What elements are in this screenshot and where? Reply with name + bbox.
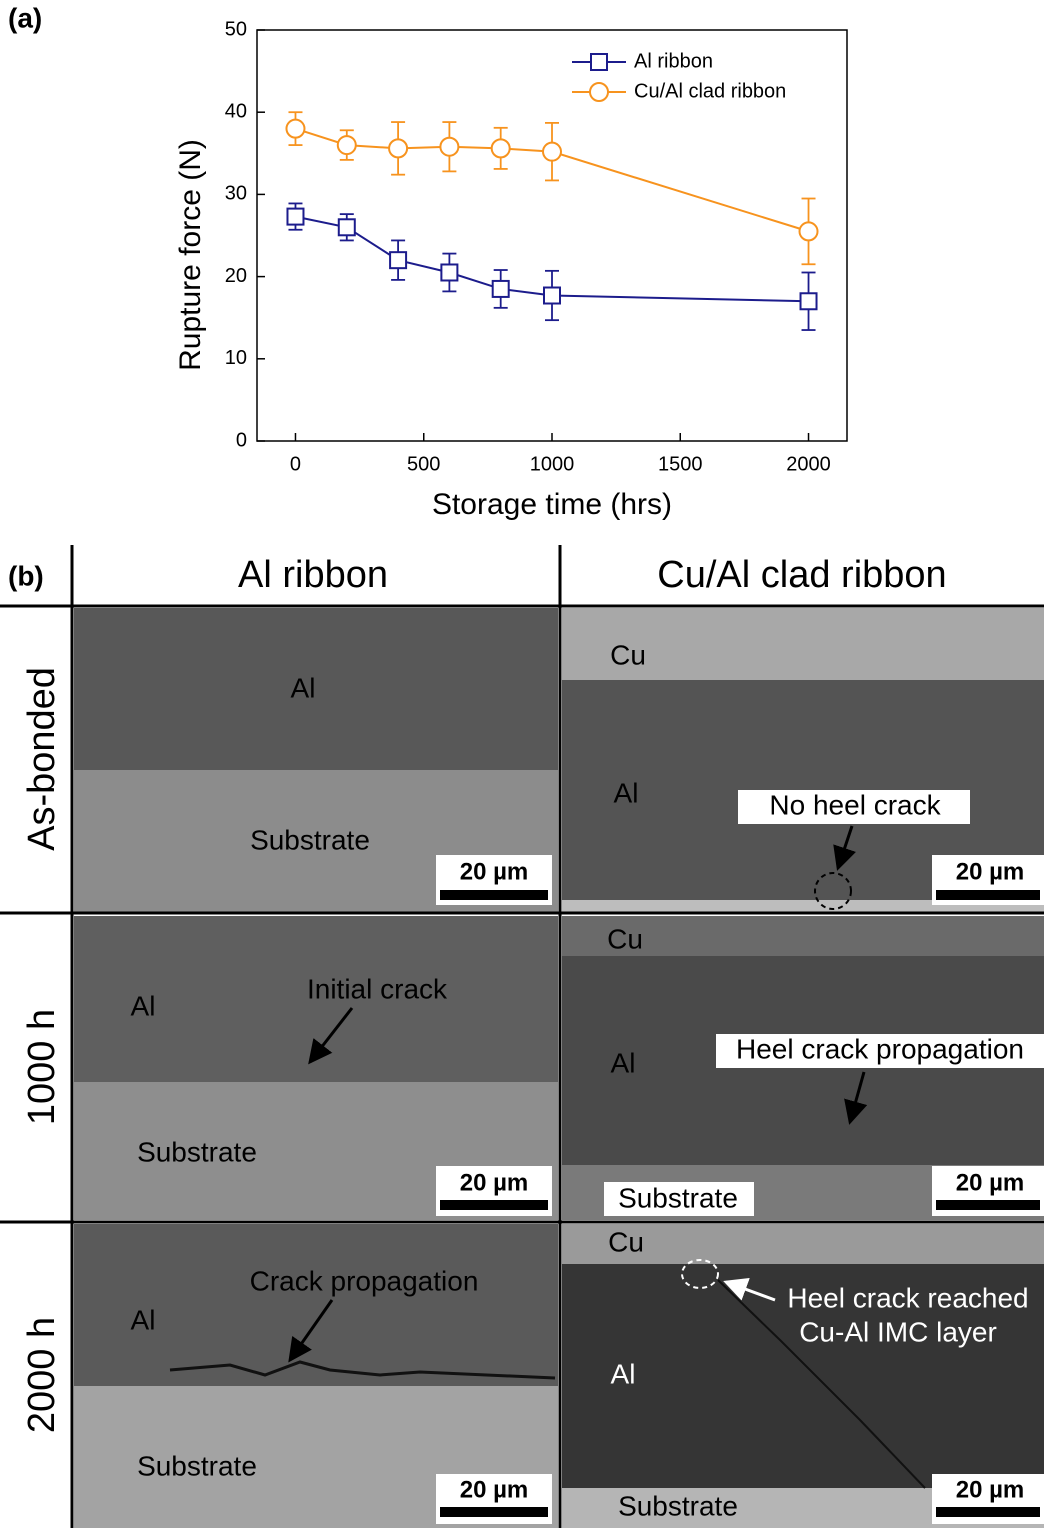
arrow [288,1299,334,1363]
chart-a: (a) Storage time (hrs) Rupture force (N)… [8,2,848,521]
marker [440,263,459,282]
crack [169,1360,556,1380]
panel-b: (b) Al ribbon Cu/Al clad ribbon As-bonde… [0,545,1044,1528]
label: Substrate [137,1136,257,1167]
label: Cu [610,639,646,670]
legend-marker [590,53,608,71]
scale-bar [440,890,548,900]
label: Cu-Al IMC layer [799,1316,997,1347]
highlight [814,872,852,910]
scale-bar [440,1507,548,1517]
micrograph [562,1224,1044,1264]
label: Cu [607,923,643,954]
scale-bar [936,1507,1040,1517]
y-tick-label: 50 [225,18,247,40]
label: Crack propagation [250,1265,479,1296]
scale-bar-label: 20 µm [460,1476,529,1503]
micrograph [74,1224,558,1386]
y-axis-label: Rupture force (N) [174,139,207,371]
label: No heel crack [769,789,941,820]
marker [542,141,562,162]
scale-bar-label: 20 µm [956,1476,1025,1503]
label: Initial crack [307,973,448,1004]
marker [389,251,408,270]
label-box [604,1182,754,1216]
marker [285,118,306,139]
micrograph [74,608,558,770]
marker [336,135,357,156]
legend-label: Cu/Al clad ribbon [634,80,786,102]
column-header: Al ribbon [238,554,388,596]
label: Al [131,990,156,1021]
x-axis-label: Storage time (hrs) [432,488,672,521]
scale-bar-label: 20 µm [460,858,529,885]
x-tick-label: 2000 [786,453,831,475]
label: Heel crack propagation [736,1033,1024,1064]
row-header: 2000 h [21,1317,63,1433]
panel-label: (b) [8,560,44,591]
label: Al [611,1358,636,1389]
scale-bar-label: 20 µm [956,858,1025,885]
arrow [723,1277,776,1302]
scale-bar-label: 20 µm [460,1169,529,1196]
scale-bar-label: 20 µm [956,1169,1025,1196]
x-tick-label: 1500 [658,453,703,475]
label: Al [611,1047,636,1078]
label-box [716,1034,1044,1068]
label: Al [291,672,316,703]
arrow [308,1007,354,1065]
marker [799,292,818,311]
y-tick-label: 30 [225,183,247,205]
micrograph [562,916,1044,956]
label: Cu [608,1226,644,1257]
x-tick-label: 1000 [530,453,575,475]
y-tick-label: 40 [225,100,247,122]
arrow [844,1071,868,1125]
y-tick-label: 20 [225,265,247,287]
label: Substrate [618,1182,738,1213]
marker [286,207,305,226]
panel-label: (a) [8,2,42,33]
arrow [833,825,857,871]
y-tick-label: 10 [225,347,247,369]
micrograph [562,900,1044,912]
label: Substrate [618,1490,738,1521]
x-tick-label: 500 [407,453,440,475]
label: Substrate [250,824,370,855]
label: Substrate [137,1450,257,1481]
marker [490,138,511,159]
row-header: As-bonded [21,667,63,851]
marker [439,136,460,157]
label: Al [131,1304,156,1335]
label-box [738,790,970,824]
marker [337,218,356,237]
row-header: 1000 h [21,1009,63,1125]
marker [491,279,510,298]
label: Al [614,777,639,808]
y-tick-label: 0 [236,429,247,451]
marker [543,286,561,305]
marker [798,221,819,242]
scale-bar [936,1200,1040,1210]
marker [388,138,409,159]
crack [717,1279,926,1489]
scale-bar [440,1200,548,1210]
legend-marker [589,82,609,102]
scale-bar [936,890,1040,900]
x-tick-label: 0 [290,453,301,475]
label: Heel crack reached [787,1282,1028,1313]
column-header: Cu/Al clad ribbon [657,554,946,596]
legend-label: Al ribbon [634,50,713,72]
highlight [681,1259,719,1289]
